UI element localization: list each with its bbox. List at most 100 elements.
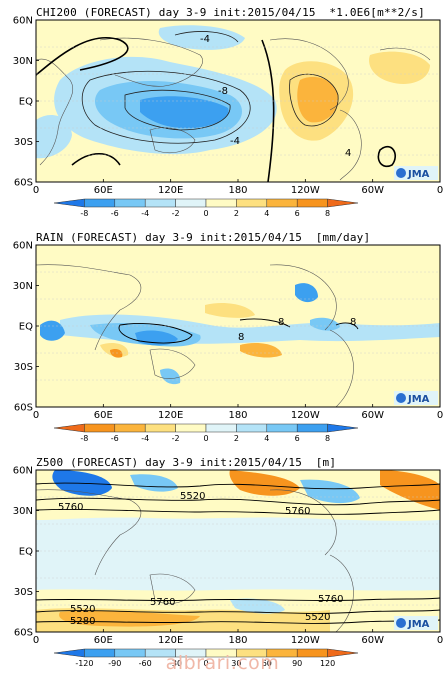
colorbar-tick-label: 120 — [320, 659, 335, 668]
colorbar-tick-label: -4 — [141, 209, 149, 218]
shade-wet — [160, 368, 181, 385]
lat-tick-label: 30N — [13, 281, 33, 292]
jma-logo: JMA — [394, 391, 438, 405]
colorbar-segment — [205, 198, 237, 208]
colorbar-segment — [266, 198, 298, 208]
colorbar: -120 -90 -60 -30 0 30 60 90 120 — [53, 648, 359, 668]
colorbar-tick-label: -120 — [75, 659, 93, 668]
colorbar-tick-label: -8 — [80, 434, 88, 443]
contour-label: 5280 — [70, 616, 95, 627]
colorbar: -8 -6 -4 -2 0 2 4 6 8 — [53, 198, 359, 218]
colorbar-tick-label: 0 — [203, 434, 208, 443]
lon-tick-label: 0 — [437, 635, 443, 646]
lon-tick-label: 0 — [437, 185, 443, 196]
colorbar-segment — [175, 423, 207, 433]
shade-neg — [140, 96, 229, 129]
lat-axis: 60N 30N EQ 30S 60S — [13, 16, 39, 189]
colorbar-tick-label: -90 — [108, 659, 121, 668]
colorbar-segment — [205, 423, 237, 433]
lat-axis: 60N 30N EQ 30S 60S — [13, 241, 39, 414]
lat-tick-label: 30N — [13, 506, 33, 517]
logo-text: JMA — [407, 619, 430, 630]
shade-neg — [36, 115, 72, 159]
logo-globe-icon — [396, 393, 406, 403]
logo-text: JMA — [407, 169, 430, 180]
lon-tick-label: 0 — [33, 410, 39, 421]
colorbar-tick-label: 6 — [295, 209, 300, 218]
colorbar-tick-label: 30 — [231, 659, 241, 668]
colorbar-tick-label: -2 — [172, 434, 180, 443]
jma-logo: JMA — [394, 616, 438, 630]
lat-axis: 60N 30N EQ 30S 60S — [13, 466, 39, 639]
logo-box — [394, 391, 438, 405]
logo-globe-icon — [396, 618, 406, 628]
lat-tick-label: 30S — [14, 587, 33, 598]
panel-z500: Z500 (FORECAST) day 3-9 init:2015/04/15 … — [0, 450, 445, 668]
colorbar-segment — [266, 423, 298, 433]
lon-tick-label: 0 — [33, 185, 39, 196]
lon-tick-label: 120W — [291, 410, 320, 421]
colorbar-segment — [53, 423, 85, 433]
shade-wet — [295, 283, 318, 303]
colorbar-segment — [236, 198, 268, 208]
lat-tick-label: 30N — [13, 56, 33, 67]
lat-tick-label: 60S — [14, 403, 33, 414]
shade-dry — [240, 343, 282, 358]
shade-wet — [40, 320, 65, 341]
colorbar-segment — [114, 423, 146, 433]
colorbar-segment — [236, 423, 268, 433]
colorbar-tick-label: -2 — [172, 209, 180, 218]
lon-tick-label: 120E — [158, 410, 183, 421]
colorbar-segment — [53, 198, 85, 208]
panel-chi200: CHI200 (FORECAST) day 3-9 init:2015/04/1… — [0, 0, 445, 220]
colorbar-segment — [114, 198, 146, 208]
colorbar-tick-label: 2 — [234, 434, 239, 443]
lon-tick-label: 120E — [158, 185, 183, 196]
lon-tick-label: 60E — [94, 635, 113, 646]
colorbar-segment — [296, 423, 328, 433]
colorbar-tick-label: 8 — [325, 209, 330, 218]
lon-tick-label: 180 — [228, 635, 247, 646]
colorbar-segment — [144, 198, 176, 208]
contour-label: 5760 — [285, 506, 310, 517]
panel-rain: RAIN (FORECAST) day 3-9 init:2015/04/15 … — [0, 225, 445, 450]
shade-pos — [297, 76, 339, 123]
contour-label: 8 — [350, 317, 356, 328]
logo-text: JMA — [407, 394, 430, 405]
panel-title: Z500 (FORECAST) day 3-9 init:2015/04/15 … — [36, 456, 337, 469]
lon-axis: 0 60E 120E 180 120W 60W 0 — [33, 629, 443, 646]
contour-label: 5760 — [150, 597, 175, 608]
map-chi200: -4 -8 -4 4 60N 30N EQ 30S 60S 0 60E 120E 180 120… — [13, 16, 443, 219]
lon-tick-label: 60W — [361, 635, 384, 646]
lon-tick-label: 60W — [361, 185, 384, 196]
colorbar-tick-label: 4 — [264, 434, 269, 443]
lon-axis: 0 60E 120E 180 120W 60W 0 — [33, 404, 443, 421]
zero-contour — [36, 36, 396, 182]
graticule — [36, 496, 440, 606]
shade-neg — [230, 598, 285, 614]
lon-tick-label: 180 — [228, 410, 247, 421]
colorbar-tick-label: 2 — [234, 209, 239, 218]
jma-logo: JMA — [394, 166, 438, 180]
contour-label: 4 — [345, 148, 351, 159]
colorbar-segment — [175, 198, 207, 208]
contour-label: 8 — [238, 332, 244, 343]
shade-neg — [300, 479, 360, 504]
lon-tick-label: 0 — [437, 410, 443, 421]
shade-dry — [205, 303, 255, 318]
colorbar-segment — [327, 648, 359, 658]
contour-label: 5520 — [180, 491, 205, 502]
lon-tick-label: 60W — [361, 410, 384, 421]
contour-label: 5520 — [305, 612, 330, 623]
contour-label: 5760 — [58, 502, 83, 513]
shade-pos — [229, 470, 300, 496]
lat-tick-label: 60N — [13, 241, 33, 252]
lat-tick-label: 30S — [14, 362, 33, 373]
lat-tick-label: EQ — [19, 322, 33, 333]
colorbar-tick-label: 0 — [203, 209, 208, 218]
lat-tick-label: EQ — [19, 547, 33, 558]
lon-tick-label: 0 — [33, 635, 39, 646]
colorbar-tick-label: 6 — [295, 434, 300, 443]
lon-tick-label: 120W — [291, 635, 320, 646]
